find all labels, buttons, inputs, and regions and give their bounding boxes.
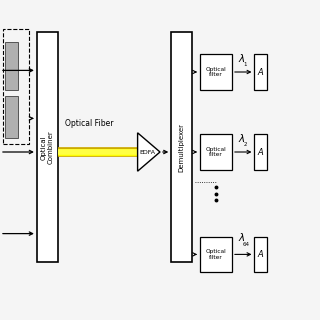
Text: 1: 1 bbox=[244, 62, 247, 68]
Text: A: A bbox=[258, 148, 263, 156]
Text: EDFA: EDFA bbox=[139, 149, 155, 155]
Text: $\lambda$: $\lambda$ bbox=[238, 132, 246, 144]
Bar bbox=[200, 134, 232, 170]
Text: Optical
filter: Optical filter bbox=[206, 67, 226, 77]
Bar bbox=[254, 134, 267, 170]
Text: Optical
filter: Optical filter bbox=[206, 249, 226, 260]
Text: 64: 64 bbox=[243, 242, 250, 247]
Polygon shape bbox=[138, 133, 160, 171]
Bar bbox=[3, 29, 29, 144]
Text: Optical
Combiner: Optical Combiner bbox=[41, 130, 54, 164]
Text: $\lambda$: $\lambda$ bbox=[238, 231, 246, 243]
Bar bbox=[254, 54, 267, 90]
Text: Optical
filter: Optical filter bbox=[206, 147, 226, 157]
Bar bbox=[254, 237, 267, 272]
Text: Optical Fiber: Optical Fiber bbox=[65, 119, 114, 128]
Bar bbox=[37, 32, 58, 262]
Bar bbox=[171, 32, 192, 262]
Text: A: A bbox=[258, 68, 263, 76]
Bar bbox=[200, 237, 232, 272]
Text: 2: 2 bbox=[244, 142, 247, 148]
Text: $\lambda$: $\lambda$ bbox=[238, 52, 246, 64]
Text: Demultiplexer: Demultiplexer bbox=[179, 123, 185, 172]
Text: A: A bbox=[258, 250, 263, 259]
Bar bbox=[200, 54, 232, 90]
Bar bbox=[5, 96, 18, 138]
Bar bbox=[5, 42, 18, 90]
